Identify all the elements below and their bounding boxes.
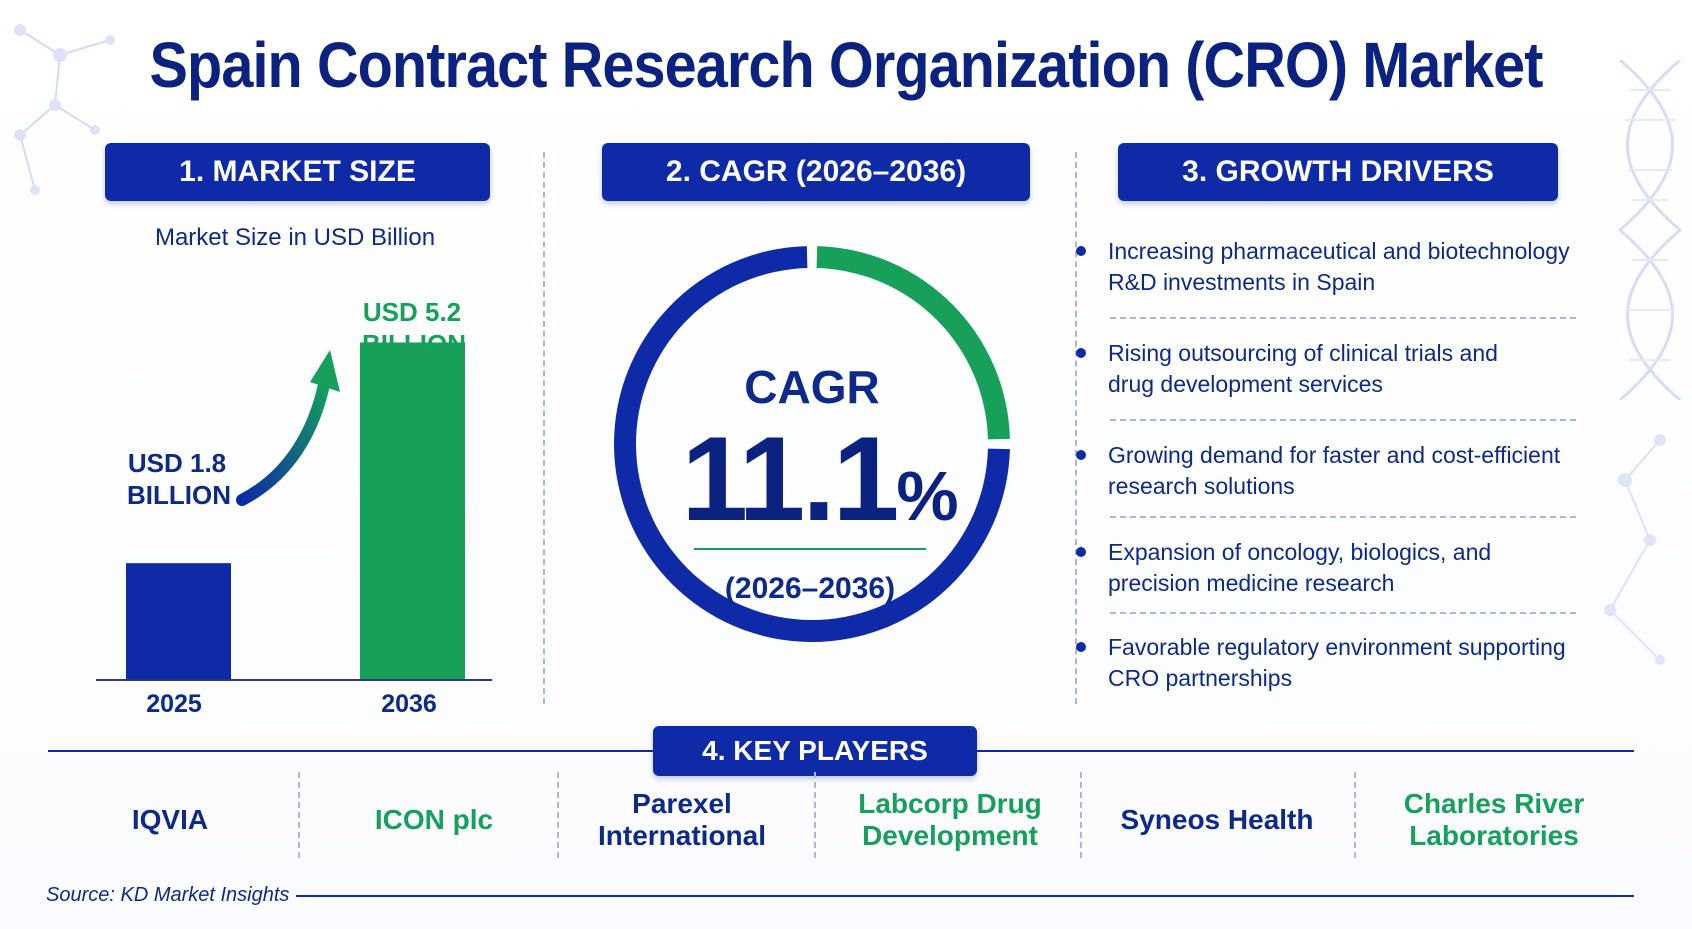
key-player-name: Charles River	[1403, 788, 1585, 819]
key-player: Syneos Health	[1087, 804, 1347, 836]
key-player: Parexel International	[552, 788, 812, 852]
key-player-name: International	[597, 820, 766, 851]
key-player: Charles River Laboratories	[1364, 788, 1624, 852]
bullet-icon	[1076, 547, 1086, 557]
bullet-icon	[1076, 246, 1086, 256]
source-note: Source: KD Market Insights	[46, 884, 290, 906]
cagr-label: CAGR	[744, 361, 880, 413]
cagr-value: 11.1%	[650, 410, 990, 548]
player-divider	[557, 772, 559, 858]
driver-separator	[1110, 317, 1576, 319]
section-header-key-players: 4. KEY PLAYERS	[653, 726, 977, 776]
bar-2025	[126, 563, 231, 680]
bar-label-line: USD 5.2 BILLION	[362, 297, 466, 359]
driver-separator	[1110, 516, 1576, 518]
player-divider	[1080, 772, 1082, 858]
dna-icon	[1617, 60, 1683, 400]
bullet-icon	[1076, 348, 1086, 358]
section-header-cagr: 2. CAGR (2026–2036)	[602, 143, 1030, 201]
player-divider	[1354, 772, 1356, 858]
driver-item: Rising outsourcing of clinical trials an…	[1076, 338, 1578, 400]
bar-2036	[360, 342, 465, 680]
bar-label-2036: USD 5.2 BILLION	[352, 296, 472, 360]
key-player: IQVIA	[40, 804, 300, 836]
source-rule	[296, 895, 1634, 897]
driver-separator	[1110, 419, 1576, 421]
market-size-bar-chart	[96, 342, 492, 681]
key-player-name: Laboratories	[1409, 820, 1579, 851]
driver-item: Growing demand for faster and cost-effic…	[1076, 440, 1578, 502]
chart-subtitle: Market Size in USD Billion	[154, 224, 436, 251]
key-player-name: Development	[862, 820, 1038, 851]
key-player-name: Syneos Health	[1120, 804, 1314, 835]
growth-arrow-icon	[236, 350, 340, 506]
key-player-name: Labcorp Drug	[858, 788, 1042, 819]
driver-item: Expansion of oncology, biologics, and pre…	[1076, 537, 1578, 599]
player-divider	[814, 772, 816, 858]
driver-item: Increasing pharmaceutical and biotechnol…	[1076, 236, 1578, 298]
bullet-icon	[1076, 642, 1086, 652]
cagr-percent-sign: %	[896, 457, 959, 535]
player-divider	[298, 772, 300, 858]
bar-label-2025: USD 1.8 BILLION	[117, 447, 237, 511]
x-tick-label-2025: 2025	[146, 690, 202, 718]
cagr-divider	[694, 548, 926, 550]
section-header-growth-drivers: 3. GROWTH DRIVERS	[1118, 143, 1558, 201]
page-title: Spain Contract Research Organization (CR…	[149, 29, 1544, 101]
column-divider	[1075, 152, 1077, 704]
molecule-icon	[1604, 434, 1666, 665]
cagr-number: 11.1	[681, 412, 899, 546]
driver-item: Favorable regulatory environment support…	[1076, 632, 1578, 694]
key-player-name: Parexel	[632, 788, 732, 819]
column-divider	[543, 152, 545, 704]
cagr-donut-chart	[614, 246, 1010, 642]
donut-slice-growth	[816, 246, 1010, 440]
bullet-icon	[1076, 450, 1086, 460]
key-player-name: IQVIA	[131, 804, 209, 835]
driver-separator	[1110, 612, 1576, 614]
key-player-name: ICON plc	[374, 804, 494, 835]
key-player: Labcorp Drug Development	[820, 788, 1080, 852]
x-tick-label-2036: 2036	[381, 690, 437, 718]
section-header-market-size: 1. MARKET SIZE	[105, 143, 490, 201]
cagr-period: (2026–2036)	[724, 572, 896, 605]
bar-label-line: USD 1.8 BILLION	[127, 448, 231, 510]
key-player: ICON plc	[304, 804, 564, 836]
